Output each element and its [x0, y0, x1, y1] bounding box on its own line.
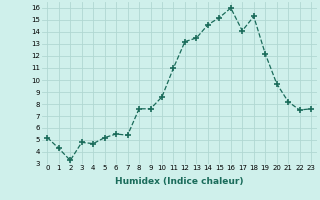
X-axis label: Humidex (Indice chaleur): Humidex (Indice chaleur) [115, 177, 244, 186]
